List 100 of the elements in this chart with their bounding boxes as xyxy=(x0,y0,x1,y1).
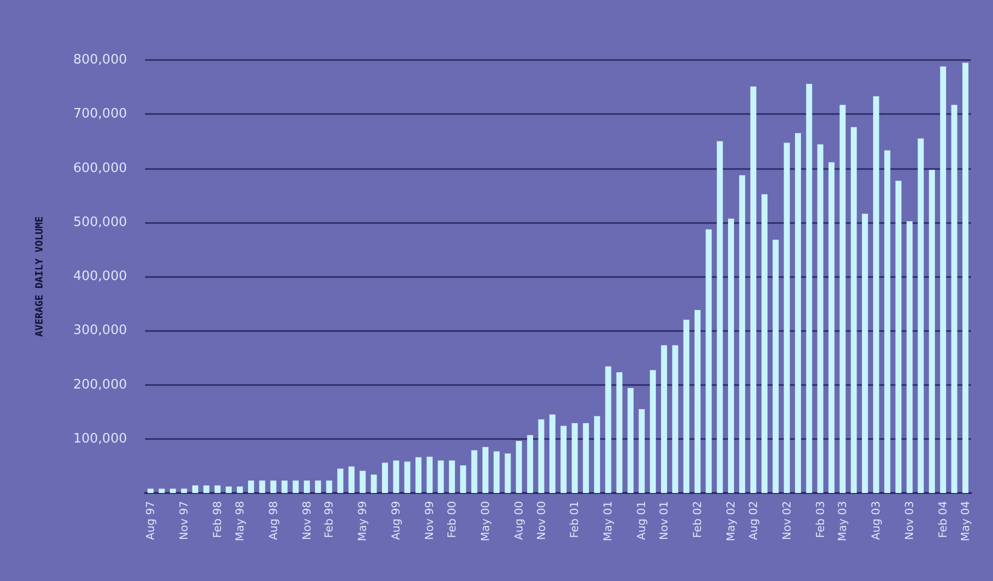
x-tick-label: Feb 01 xyxy=(568,501,582,538)
bar xyxy=(772,240,779,493)
bar xyxy=(282,480,288,493)
bar xyxy=(259,480,266,493)
bar xyxy=(850,127,857,493)
bar xyxy=(426,456,433,493)
y-tick-label: 800,000 xyxy=(73,52,127,68)
x-tick-label: May 00 xyxy=(478,501,492,542)
bar xyxy=(560,426,567,493)
bar xyxy=(326,480,332,493)
bar xyxy=(460,465,466,493)
bar xyxy=(862,214,868,493)
bar xyxy=(370,474,377,493)
x-tick-label: Aug 02 xyxy=(746,501,760,540)
bar xyxy=(382,462,388,493)
bar xyxy=(762,194,768,493)
x-tick-label: Nov 03 xyxy=(903,501,916,540)
bar xyxy=(404,462,410,493)
x-tick-label: Feb 98 xyxy=(211,501,224,538)
x-tick-label: May 03 xyxy=(836,501,850,542)
bar xyxy=(918,138,924,493)
bar xyxy=(315,480,322,493)
x-tick-label: Aug 98 xyxy=(266,501,280,540)
bar xyxy=(594,416,600,493)
bar xyxy=(527,435,534,493)
bar xyxy=(170,488,176,493)
x-tick-label: May 98 xyxy=(233,501,246,542)
bar xyxy=(214,485,221,493)
bar xyxy=(840,104,846,493)
bar xyxy=(672,345,678,493)
x-tick-label: Aug 00 xyxy=(512,501,526,540)
bar xyxy=(337,468,344,493)
bar xyxy=(873,96,880,493)
y-tick-label: 200,000 xyxy=(73,377,127,392)
y-tick-label: 700,000 xyxy=(73,106,127,122)
x-tick-label: Nov 98 xyxy=(300,501,314,540)
bar xyxy=(951,104,958,493)
bar xyxy=(582,423,589,493)
bar xyxy=(572,423,578,493)
bar xyxy=(482,446,488,493)
x-tick-label: Aug 97 xyxy=(144,501,158,540)
bar xyxy=(226,486,232,493)
x-tick-label: Nov 97 xyxy=(178,501,191,540)
bar xyxy=(728,218,734,493)
bar xyxy=(895,180,902,493)
bar xyxy=(304,480,310,493)
bar xyxy=(694,310,701,493)
bar xyxy=(628,388,634,493)
bar xyxy=(616,372,622,493)
x-tick-label: Feb 04 xyxy=(936,501,950,538)
y-tick-label: 300,000 xyxy=(73,323,127,338)
x-tick-label: Nov 99 xyxy=(423,501,436,540)
bar xyxy=(940,66,946,493)
bar xyxy=(706,229,712,493)
bar xyxy=(248,480,254,493)
bar xyxy=(962,62,968,493)
x-tick-label: Aug 99 xyxy=(390,501,403,540)
x-tick-label: Nov 00 xyxy=(534,501,548,540)
bar xyxy=(471,450,478,493)
bar xyxy=(348,466,354,493)
bar xyxy=(716,141,723,493)
bar xyxy=(415,457,422,493)
bar xyxy=(784,142,790,493)
bar xyxy=(494,451,500,493)
x-tick-label: Aug 03 xyxy=(870,501,883,540)
bar xyxy=(683,320,690,493)
bar xyxy=(438,460,444,493)
x-tick-label: May 02 xyxy=(724,501,738,542)
y-tick-label: 600,000 xyxy=(73,160,127,176)
bar xyxy=(360,470,366,493)
bar xyxy=(393,460,400,493)
bar xyxy=(181,488,188,493)
bar xyxy=(806,84,812,493)
x-tick-label: Feb 03 xyxy=(814,501,827,538)
x-tick-label: Feb 99 xyxy=(322,501,336,538)
bar xyxy=(828,162,834,493)
bar xyxy=(739,175,746,493)
y-tick-label: 500,000 xyxy=(73,214,127,230)
bar xyxy=(906,221,913,493)
bar xyxy=(638,409,645,493)
bar xyxy=(192,485,198,493)
x-tick-label: Nov 02 xyxy=(780,501,794,540)
bar xyxy=(270,480,276,493)
x-tick-label: May 04 xyxy=(958,501,972,542)
bar xyxy=(817,144,824,493)
y-tick-label: 400,000 xyxy=(73,269,127,284)
y-tick-label: 100,000 xyxy=(73,431,127,446)
bar xyxy=(928,170,935,493)
bar xyxy=(158,488,165,493)
bar xyxy=(236,486,243,493)
bar xyxy=(504,453,511,493)
bar xyxy=(794,133,801,493)
bar xyxy=(605,366,612,493)
bar xyxy=(538,419,544,493)
bar xyxy=(650,370,656,493)
bar xyxy=(661,345,668,493)
bar xyxy=(448,460,455,493)
bar xyxy=(203,485,210,493)
bar xyxy=(148,488,154,493)
x-tick-label: May 99 xyxy=(356,501,370,542)
